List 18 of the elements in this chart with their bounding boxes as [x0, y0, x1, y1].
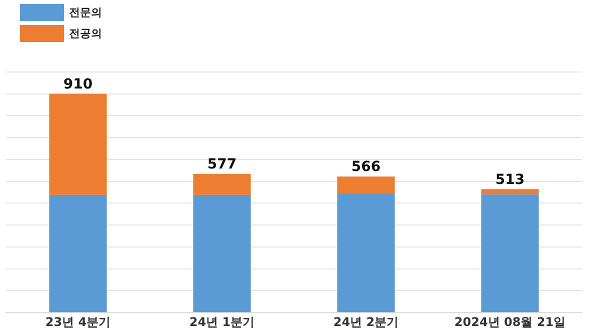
bar — [337, 194, 395, 312]
bar — [49, 94, 107, 195]
annotation: 577 — [207, 156, 237, 172]
bar — [193, 174, 251, 195]
annotation: 513 — [495, 172, 525, 188]
x-tick-label: 2024년 08월 21일 — [454, 314, 566, 329]
bar — [481, 194, 539, 312]
x-tick-label: 24년 1분기 — [189, 314, 255, 329]
legend-label: 전공의 — [69, 26, 102, 41]
bar — [49, 194, 107, 312]
legend-label: 전문의 — [69, 5, 102, 20]
x-tick-label: 23년 4분기 — [45, 314, 111, 329]
bar — [193, 194, 251, 312]
bar — [481, 189, 539, 194]
bar — [337, 176, 395, 194]
annotation: 910 — [63, 76, 93, 92]
annotation: 566 — [351, 159, 381, 176]
x-tick-label: 24년 2분기 — [333, 314, 399, 329]
